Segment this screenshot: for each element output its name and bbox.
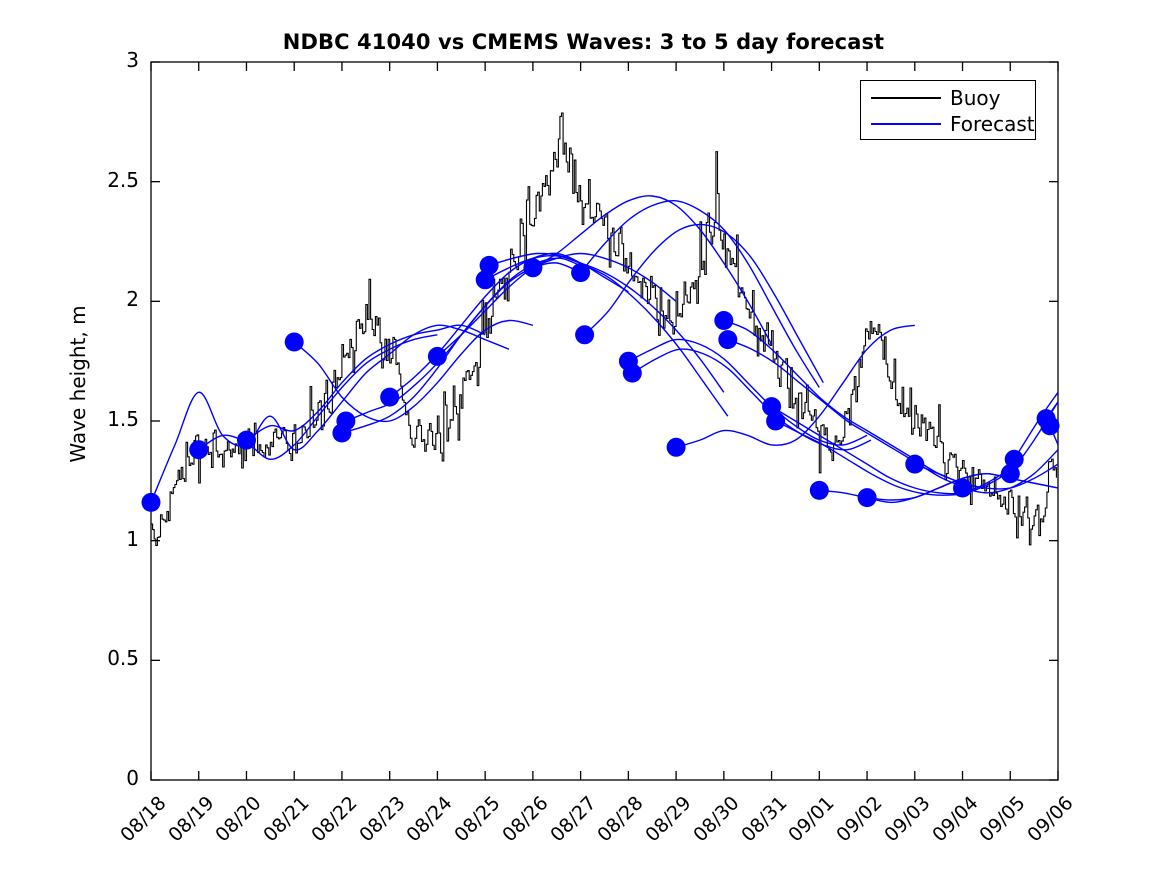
forecast-run-line [246,324,486,441]
forecast-start-marker [762,397,782,417]
forecast-start-marker [479,255,499,275]
forecast-start-marker [189,440,209,460]
y-tick-label: 1.5 [107,407,139,431]
forecast-run-line [914,463,1059,490]
axes-frame [150,61,1059,781]
y-tick-marks [151,61,1058,781]
forecast-start-marker [575,325,595,345]
buoy-series-line [151,112,1057,546]
forecast-run-line [436,252,677,357]
y-tick-label: 0.5 [107,646,139,671]
y-tick-label: 3 [126,48,139,72]
legend-label-buoy: Buoy [950,86,1001,110]
forecast-start-marker [427,346,447,366]
forecast-run-line [488,252,729,417]
forecast-run-line [580,199,820,388]
forecast-run-line [771,405,1011,495]
forecast-start-marker [714,311,734,330]
forecast-start-marker [809,480,829,500]
forecast-run-line [293,319,534,423]
forecast-start-marker [953,478,972,498]
forecast-start-marker [141,492,161,512]
forecast-start-marker [571,263,591,283]
chart-title: NDBC 41040 vs CMEMS Waves: 3 to 5 day fo… [282,30,885,54]
forecast-run-line [675,324,915,448]
legend-item-forecast: Forecast [861,111,1035,137]
x-tick-marks [150,62,1059,780]
forecast-start-marker [237,430,256,450]
forecast-start-marker [380,387,400,407]
legend-item-buoy: Buoy [861,85,1035,111]
y-tick-label: 2.5 [107,167,139,192]
y-tick-label: 2 [126,287,139,312]
forecast-start-marker [766,411,786,431]
forecast-start-marker [622,363,642,383]
forecast-run-line [962,449,1059,494]
forecast-run-line [775,420,1015,496]
forecast-start-marker [857,488,877,508]
forecast-start-marker [666,437,686,457]
forecast-run-line [584,223,824,384]
forecast-start-marker [905,454,925,474]
forecast-start-marker [284,332,304,352]
forecast-run-line [631,348,872,451]
forecast-start-marker [1000,464,1020,484]
forecast-start-marker [1040,416,1060,436]
forecast-start-marker [718,330,738,350]
forecast-run-line [484,254,725,393]
forecast-run-line [819,472,1059,501]
legend-swatch-forecast [871,123,941,125]
legend-label-forecast: Forecast [950,112,1035,136]
forecast-series-lines [150,195,1059,504]
forecast-start-marker [475,270,495,290]
forecast-start-marker [1004,449,1024,469]
forecast-run-line [532,195,773,345]
legend-swatch-buoy [871,97,941,99]
legend[interactable]: Buoy Forecast [860,80,1036,140]
forecast-start-marker [336,411,356,431]
y-tick-label: 0 [126,766,139,790]
forecast-start-marker [523,258,543,278]
forecast-series-markers [141,255,1060,512]
forecast-run-line [628,338,868,446]
forecast-run-line [723,319,963,484]
forecast-run-line [150,324,510,503]
y-tick-label: 1 [126,526,139,551]
